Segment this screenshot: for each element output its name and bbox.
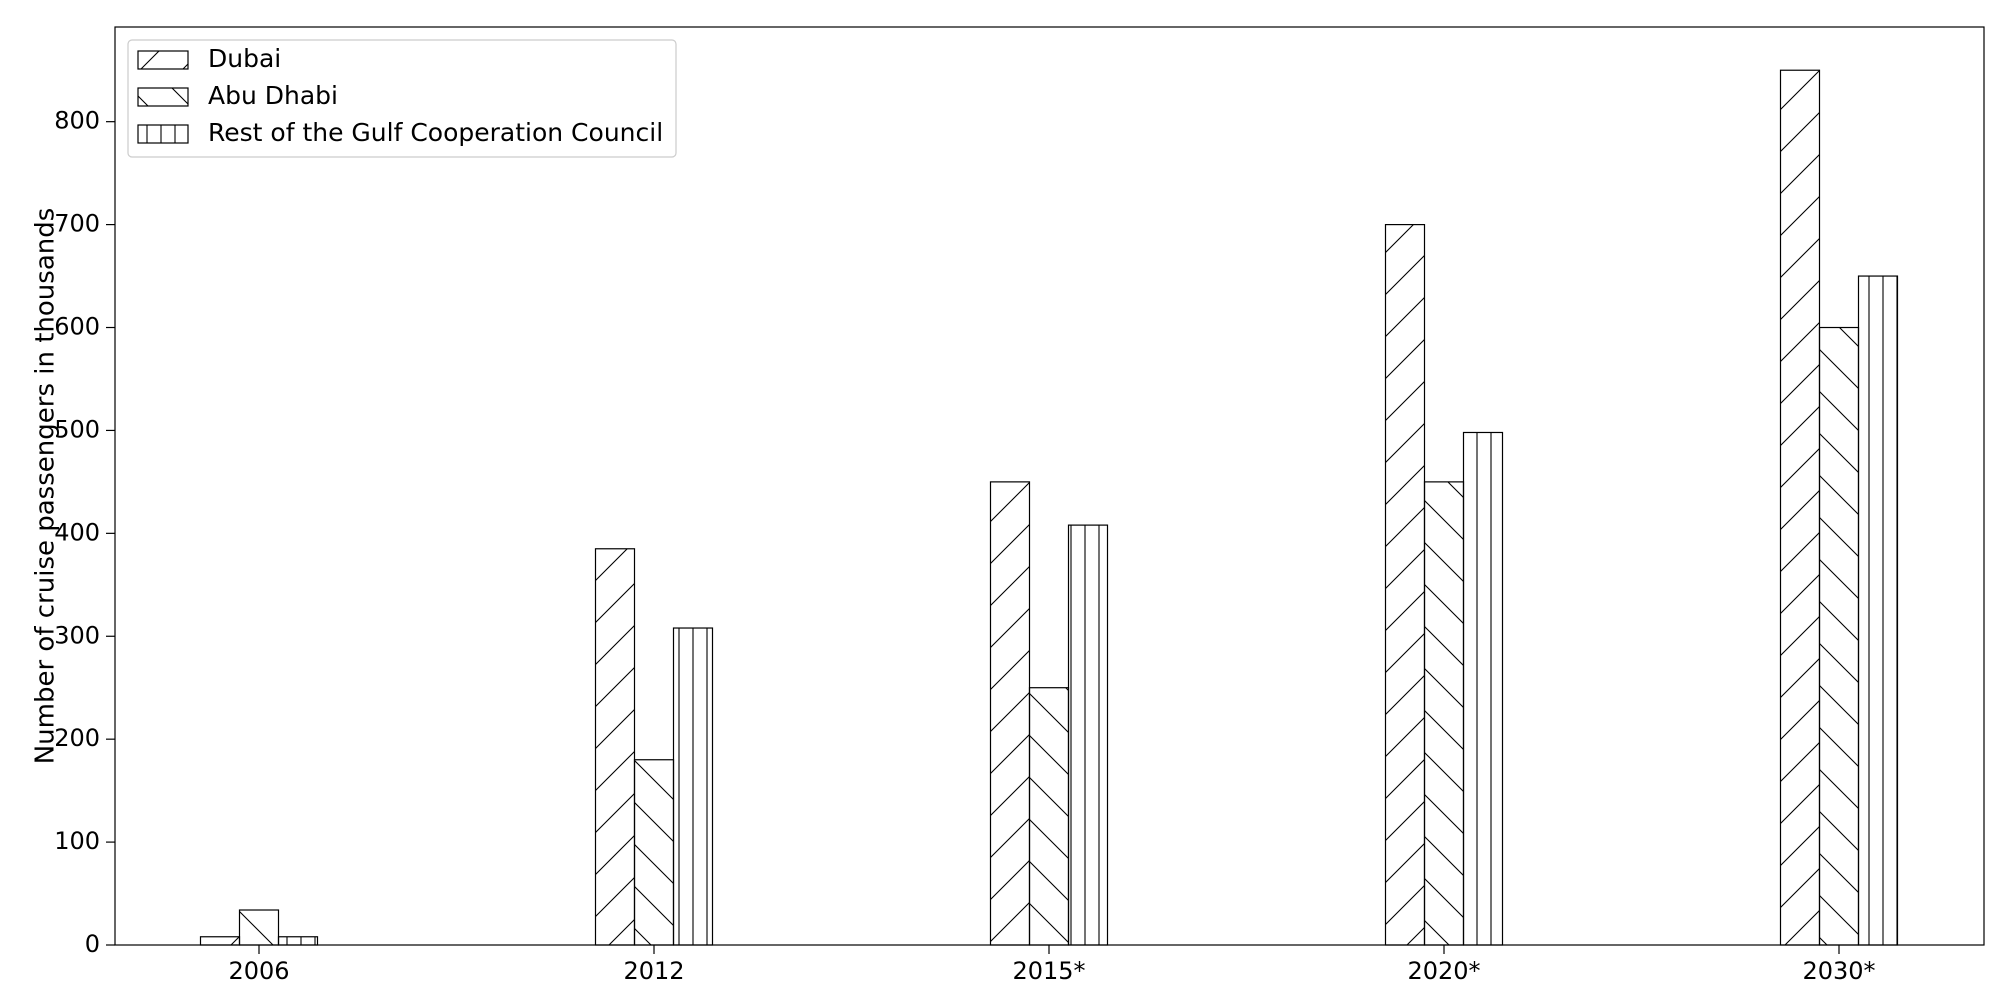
bar-dubai-2030 xyxy=(1779,69,1821,946)
bar-abu-dhabi-2006 xyxy=(238,909,280,946)
x-tick-label: 2030* xyxy=(1802,957,1875,985)
bar-abu-dhabi-2030 xyxy=(1818,326,1860,946)
x-tick-label: 2012 xyxy=(623,957,684,985)
y-tick-label: 500 xyxy=(54,415,100,443)
bar-dubai-2012 xyxy=(594,548,636,946)
legend-swatch-dubai xyxy=(137,50,189,70)
y-axis-label: Number of cruise passengers in thousands xyxy=(31,208,61,765)
bar-rest-of-the-gulf-cooperation-council-2030 xyxy=(1857,275,1899,946)
x-tick-label: 2015* xyxy=(1012,957,1085,985)
legend-frame xyxy=(127,39,677,158)
bars-layer xyxy=(199,69,1899,946)
bar-rest-of-the-gulf-cooperation-council-2020 xyxy=(1462,431,1504,946)
legend-label-abu-dhabi: Abu Dhabi xyxy=(208,81,338,110)
y-axis: 0 100 200 300 400 500 600 700 800 xyxy=(54,107,115,958)
x-tick-label: 2006 xyxy=(228,957,289,985)
legend: Dubai Abu Dhabi Rest of the Gulf Cooperati… xyxy=(127,39,677,158)
legend-swatch-rest-of-the-gulf-cooperation-council xyxy=(137,124,189,144)
y-tick-label: 200 xyxy=(54,724,100,752)
bar-rest-of-the-gulf-cooperation-council-2015 xyxy=(1067,524,1109,946)
y-tick-label: 100 xyxy=(54,827,100,855)
bar-dubai-2006 xyxy=(199,936,241,946)
bar-abu-dhabi-2020 xyxy=(1423,481,1465,946)
y-tick-label: 700 xyxy=(54,210,100,238)
x-tick-label: 2020* xyxy=(1407,957,1480,985)
x-axis: 2006 2012 2015* 2020* 2030* xyxy=(228,945,1876,985)
bar-rest-of-the-gulf-cooperation-council-2006 xyxy=(277,936,319,946)
y-tick-label: 300 xyxy=(54,621,100,649)
y-tick-label: 800 xyxy=(54,107,100,135)
legend-label-dubai: Dubai xyxy=(208,44,281,73)
legend-label-rest-of-the-gulf-cooperation-council: Rest of the Gulf Cooperation Council xyxy=(208,118,663,147)
bar-abu-dhabi-2012 xyxy=(633,759,675,946)
bar-abu-dhabi-2015 xyxy=(1028,687,1070,946)
bar-dubai-2020 xyxy=(1384,223,1426,946)
bar-rest-of-the-gulf-cooperation-council-2012 xyxy=(672,627,714,946)
bar-dubai-2015 xyxy=(989,481,1031,946)
y-tick-label: 0 xyxy=(85,930,100,958)
y-tick-label: 400 xyxy=(54,518,100,546)
legend-swatch-abu-dhabi xyxy=(137,87,189,107)
y-tick-label: 600 xyxy=(54,313,100,341)
